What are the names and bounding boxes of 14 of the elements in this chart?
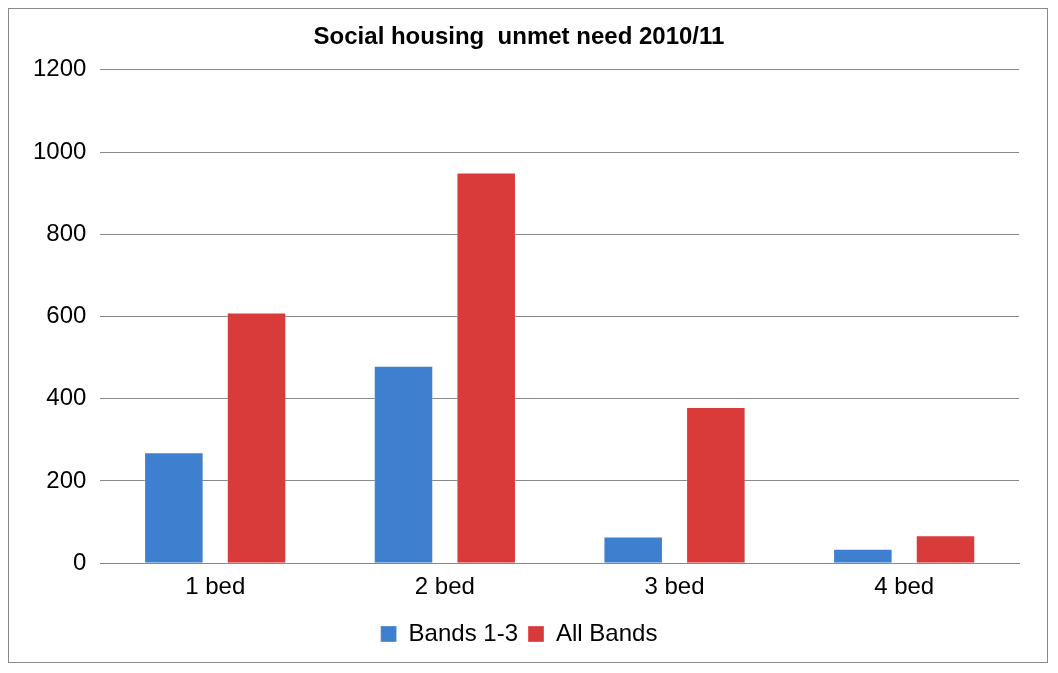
legend-label: All Bands bbox=[556, 618, 658, 646]
x-tick-label: 4 bed bbox=[874, 572, 935, 600]
y-tick-label: 1200 bbox=[33, 54, 87, 82]
y-tick-label: 800 bbox=[46, 218, 87, 246]
x-tick-label: 1 bed bbox=[185, 572, 246, 600]
legend-label: Bands 1-3 bbox=[408, 618, 519, 646]
y-tick-label: 200 bbox=[46, 465, 87, 493]
x-tick-label: 2 bed bbox=[414, 572, 475, 600]
y-tick-label: 400 bbox=[46, 383, 87, 411]
x-tick-label: 3 bed bbox=[644, 572, 705, 600]
y-tick-label: 1000 bbox=[33, 136, 87, 164]
y-tick-label: 0 bbox=[73, 547, 87, 575]
chart-title: Social housing unmet need 2010/11 bbox=[313, 22, 725, 50]
y-tick-label: 600 bbox=[46, 301, 87, 329]
